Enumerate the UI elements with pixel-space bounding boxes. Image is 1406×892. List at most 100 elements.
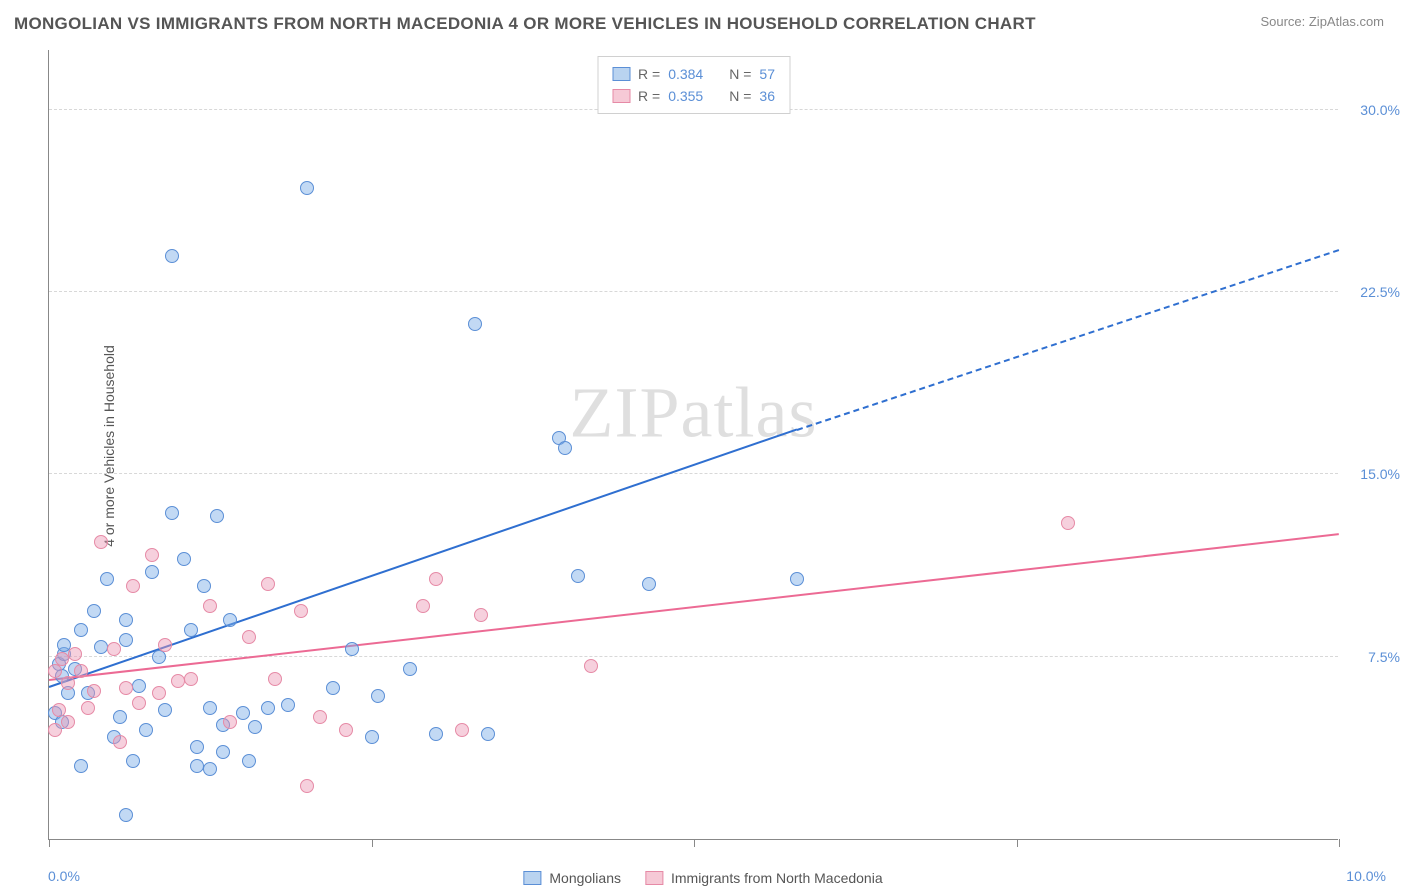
legend-swatch-icon: [612, 67, 630, 81]
data-point: [261, 701, 275, 715]
x-axis-min-label: 0.0%: [48, 868, 80, 884]
data-point: [236, 706, 250, 720]
data-point: [87, 604, 101, 618]
y-tick-label: 15.0%: [1360, 466, 1400, 482]
data-point: [74, 664, 88, 678]
data-point: [119, 633, 133, 647]
data-point: [132, 696, 146, 710]
trend-extrapolation: [797, 249, 1339, 431]
x-tick: [694, 839, 695, 847]
data-point: [94, 640, 108, 654]
data-point: [294, 604, 308, 618]
data-point: [171, 674, 185, 688]
data-point: [158, 703, 172, 717]
chart-title: MONGOLIAN VS IMMIGRANTS FROM NORTH MACED…: [14, 14, 1036, 34]
data-point: [584, 659, 598, 673]
x-tick: [1339, 839, 1340, 847]
legend-swatch-icon: [523, 871, 541, 885]
data-point: [152, 686, 166, 700]
data-point: [642, 577, 656, 591]
gridline: [49, 473, 1338, 474]
data-point: [126, 754, 140, 768]
data-point: [403, 662, 417, 676]
data-point: [216, 745, 230, 759]
legend-swatch-icon: [612, 89, 630, 103]
data-point: [145, 565, 159, 579]
data-point: [339, 723, 353, 737]
data-point: [571, 569, 585, 583]
y-tick-label: 22.5%: [1360, 284, 1400, 300]
source-label: Source: ZipAtlas.com: [1260, 14, 1384, 29]
data-point: [558, 441, 572, 455]
data-point: [223, 613, 237, 627]
data-point: [468, 317, 482, 331]
series-legend: Mongolians Immigrants from North Macedon…: [523, 870, 882, 886]
data-point: [145, 548, 159, 562]
series-legend-item: Mongolians: [523, 870, 621, 886]
data-point: [158, 638, 172, 652]
plot-area: R = 0.384 N = 57 R = 0.355 N = 36 ZIPatl…: [48, 50, 1338, 840]
data-point: [429, 572, 443, 586]
data-point: [152, 650, 166, 664]
watermark: ZIPatlas: [570, 371, 818, 454]
data-point: [203, 762, 217, 776]
data-point: [177, 552, 191, 566]
data-point: [52, 703, 66, 717]
trend-line: [49, 533, 1339, 681]
data-point: [94, 535, 108, 549]
data-point: [429, 727, 443, 741]
data-point: [248, 720, 262, 734]
data-point: [81, 701, 95, 715]
data-point: [790, 572, 804, 586]
data-point: [300, 779, 314, 793]
data-point: [223, 715, 237, 729]
data-point: [300, 181, 314, 195]
data-point: [119, 808, 133, 822]
data-point: [48, 723, 62, 737]
data-point: [203, 599, 217, 613]
data-point: [100, 572, 114, 586]
series-legend-label: Immigrants from North Macedonia: [671, 870, 883, 886]
correlation-legend: R = 0.384 N = 57 R = 0.355 N = 36: [597, 56, 790, 114]
data-point: [55, 652, 69, 666]
series-legend-label: Mongolians: [549, 870, 621, 886]
r-label: R =: [638, 85, 660, 107]
x-tick: [1017, 839, 1018, 847]
data-point: [139, 723, 153, 737]
data-point: [481, 727, 495, 741]
data-point: [184, 623, 198, 637]
data-point: [261, 577, 275, 591]
data-point: [197, 579, 211, 593]
data-point: [190, 759, 204, 773]
data-point: [242, 754, 256, 768]
data-point: [87, 684, 101, 698]
data-point: [107, 642, 121, 656]
data-point: [190, 740, 204, 754]
data-point: [313, 710, 327, 724]
data-point: [371, 689, 385, 703]
data-point: [165, 249, 179, 263]
x-tick: [49, 839, 50, 847]
data-point: [345, 642, 359, 656]
data-point: [242, 630, 256, 644]
correlation-legend-row: R = 0.384 N = 57: [612, 63, 775, 85]
x-axis-max-label: 10.0%: [1346, 868, 1386, 884]
n-label: N =: [729, 63, 751, 85]
data-point: [326, 681, 340, 695]
data-point: [165, 506, 179, 520]
data-point: [184, 672, 198, 686]
legend-swatch-icon: [645, 871, 663, 885]
n-value: 57: [759, 63, 775, 85]
data-point: [455, 723, 469, 737]
data-point: [74, 759, 88, 773]
data-point: [68, 647, 82, 661]
data-point: [113, 710, 127, 724]
correlation-legend-row: R = 0.355 N = 36: [612, 85, 775, 107]
data-point: [61, 676, 75, 690]
data-point: [113, 735, 127, 749]
gridline: [49, 291, 1338, 292]
data-point: [61, 715, 75, 729]
y-tick-label: 30.0%: [1360, 102, 1400, 118]
data-point: [48, 664, 62, 678]
y-tick-label: 7.5%: [1368, 649, 1400, 665]
